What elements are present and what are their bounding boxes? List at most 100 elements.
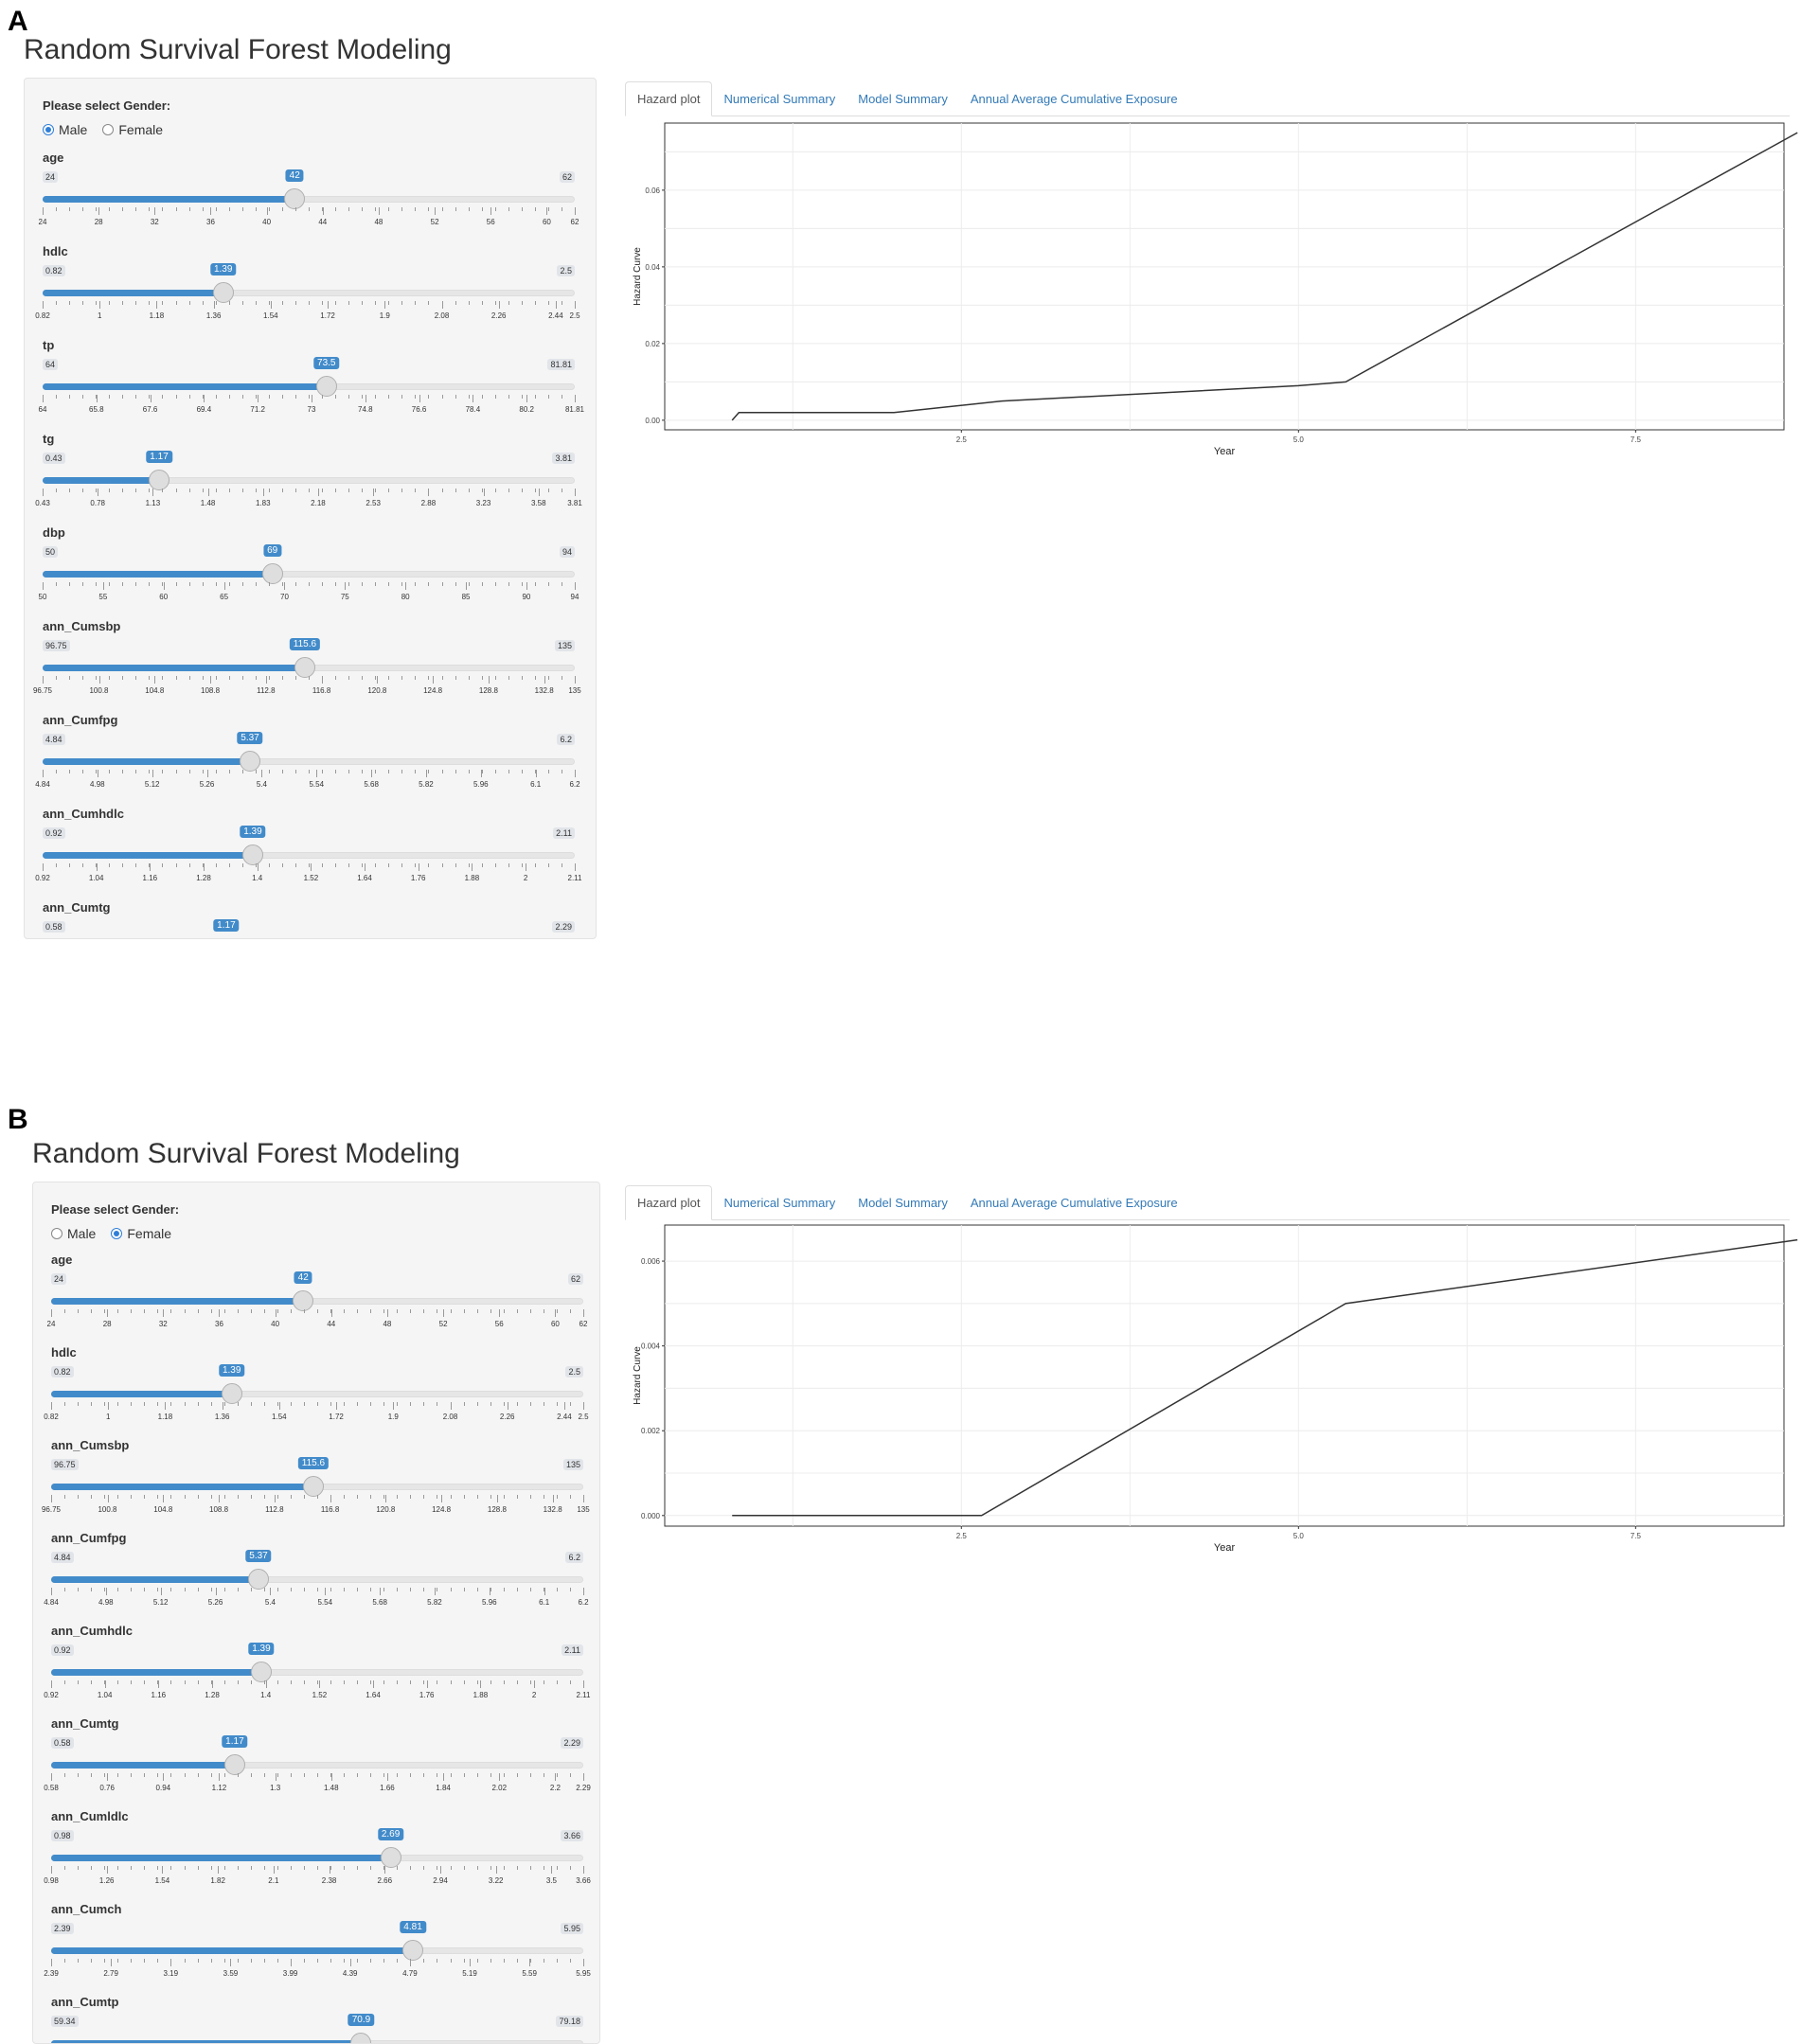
- slider-handle[interactable]: [221, 1383, 242, 1404]
- slider-minor-tick: [508, 676, 509, 680]
- slider-minor-tick: [223, 1773, 225, 1777]
- slider-minor-tick: [215, 395, 217, 399]
- slider-max-label: 62: [559, 171, 575, 183]
- slider-min-label: 0.58: [51, 1737, 74, 1749]
- gender-option-female[interactable]: Female: [102, 122, 163, 137]
- slider-minor-tick: [122, 770, 124, 773]
- slider-tick: [163, 1773, 165, 1781]
- slider-minor-tick: [250, 1866, 252, 1870]
- slider-tick-label: 5.12: [152, 1598, 169, 1607]
- slider-min-label: 64: [43, 359, 59, 370]
- slider-minor-tick: [157, 1866, 159, 1870]
- slider-minor-tick: [82, 676, 84, 680]
- radio-button[interactable]: [51, 1228, 62, 1239]
- tab-numerical-summary[interactable]: Numerical Summary: [723, 1196, 836, 1210]
- gender-option-female[interactable]: Female: [111, 1226, 171, 1241]
- tab-annual-average-cumulative-exposure[interactable]: Annual Average Cumulative Exposure: [970, 1196, 1178, 1210]
- slider-handle[interactable]: [293, 1290, 314, 1311]
- slider-minor-tick: [508, 207, 509, 211]
- radio-button[interactable]: [43, 124, 54, 135]
- tab-annual-average-cumulative-exposure[interactable]: Annual Average Cumulative Exposure: [970, 92, 1178, 106]
- slider-handle[interactable]: [212, 282, 234, 303]
- slider-minor-tick: [344, 1680, 346, 1684]
- slider-minor-tick: [223, 1402, 225, 1406]
- slider-minor-tick: [423, 1680, 425, 1684]
- slider-tick: [51, 1959, 52, 1966]
- slider-tick: [107, 1773, 109, 1781]
- slider-minor-tick: [322, 770, 324, 773]
- slider-value-label: 42: [294, 1271, 312, 1284]
- slider-handle[interactable]: [294, 657, 315, 678]
- slider-minor-tick: [370, 1773, 372, 1777]
- slider-minor-tick: [388, 676, 390, 680]
- slider-handle[interactable]: [216, 938, 237, 939]
- slider-minor-tick: [450, 1773, 452, 1777]
- slider-handle[interactable]: [284, 188, 306, 209]
- slider-handle[interactable]: [240, 751, 260, 772]
- slider-tick: [163, 582, 165, 590]
- slider-handle[interactable]: [380, 1847, 401, 1868]
- slider-minor-tick: [397, 1866, 399, 1870]
- slider-minor-tick: [410, 1588, 412, 1591]
- slider-value-label: 1.17: [222, 1735, 248, 1748]
- slider-ticks: 0.58 0.76 0.94 1.12 1.3 1.48 1.66 1.84 2.02 2.2 2.…: [44, 1773, 591, 1792]
- slider-minor-tick: [202, 395, 204, 399]
- slider-minor-tick: [508, 582, 509, 586]
- tab-hazard-plot[interactable]: Hazard plot: [625, 1185, 713, 1220]
- slider-minor-tick: [441, 395, 443, 399]
- slider-handle[interactable]: [241, 844, 263, 865]
- slider-minor-tick: [268, 301, 270, 305]
- slider-minor-tick: [175, 676, 177, 680]
- slider-minor-tick: [241, 301, 243, 305]
- slider-handle[interactable]: [149, 470, 170, 490]
- slider-minor-tick: [96, 770, 98, 773]
- slider-minor-tick: [170, 1588, 172, 1591]
- slider-minor-tick: [188, 863, 190, 867]
- slider-tick: [499, 1773, 501, 1781]
- slider-tick: [426, 1680, 428, 1688]
- slider-tick: [160, 1588, 162, 1595]
- slider-minor-tick: [237, 1495, 239, 1499]
- slider-tick: [534, 1680, 536, 1688]
- slider-minor-tick: [276, 1588, 278, 1591]
- slider-tick-label: 5.82: [419, 780, 434, 789]
- slider-minor-tick: [228, 301, 230, 305]
- gender-option-male[interactable]: Male: [51, 1226, 96, 1241]
- slider-handle[interactable]: [250, 1662, 272, 1682]
- slider-minor-tick: [255, 301, 257, 305]
- slider-label: age: [43, 151, 64, 165]
- slider-handle[interactable]: [248, 1569, 269, 1590]
- slider-minor-tick: [521, 676, 523, 680]
- radio-button[interactable]: [102, 124, 115, 135]
- slider-handle[interactable]: [223, 1754, 245, 1775]
- slider-minor-tick: [210, 1495, 212, 1499]
- slider-handle[interactable]: [261, 563, 283, 584]
- slider-tick: [384, 301, 386, 309]
- slider-handle[interactable]: [315, 376, 337, 397]
- gender-option-male[interactable]: Male: [43, 122, 87, 137]
- tab-model-summary[interactable]: Model Summary: [858, 1196, 948, 1210]
- slider-tick: [336, 1402, 338, 1410]
- slider-tick-label: 112.8: [257, 686, 276, 695]
- slider-handle[interactable]: [302, 1476, 324, 1497]
- radio-button[interactable]: [111, 1228, 123, 1239]
- slider-tick: [96, 863, 98, 871]
- tab-model-summary[interactable]: Model Summary: [858, 92, 948, 106]
- slider-tick-label: 1.48: [200, 499, 216, 507]
- slider-tick: [496, 1495, 498, 1502]
- slider-minor-tick: [135, 676, 137, 680]
- slider-minor-tick: [241, 207, 243, 211]
- slider-minor-tick: [547, 489, 549, 492]
- tab-numerical-summary[interactable]: Numerical Summary: [723, 92, 836, 106]
- slider-handle[interactable]: [350, 2033, 372, 2043]
- slider-minor-tick: [450, 1402, 452, 1406]
- tab-hazard-plot[interactable]: Hazard plot: [625, 81, 713, 116]
- slider-minor-tick: [135, 489, 137, 492]
- slider-handle[interactable]: [402, 1940, 424, 1961]
- slider-minor-tick: [162, 207, 164, 211]
- slider-label: ann_Cumfpg: [51, 1531, 127, 1545]
- slider-minor-tick: [228, 676, 230, 680]
- slider-minor-tick: [162, 770, 164, 773]
- slider-minor-tick: [188, 676, 190, 680]
- slider-tick: [480, 1680, 482, 1688]
